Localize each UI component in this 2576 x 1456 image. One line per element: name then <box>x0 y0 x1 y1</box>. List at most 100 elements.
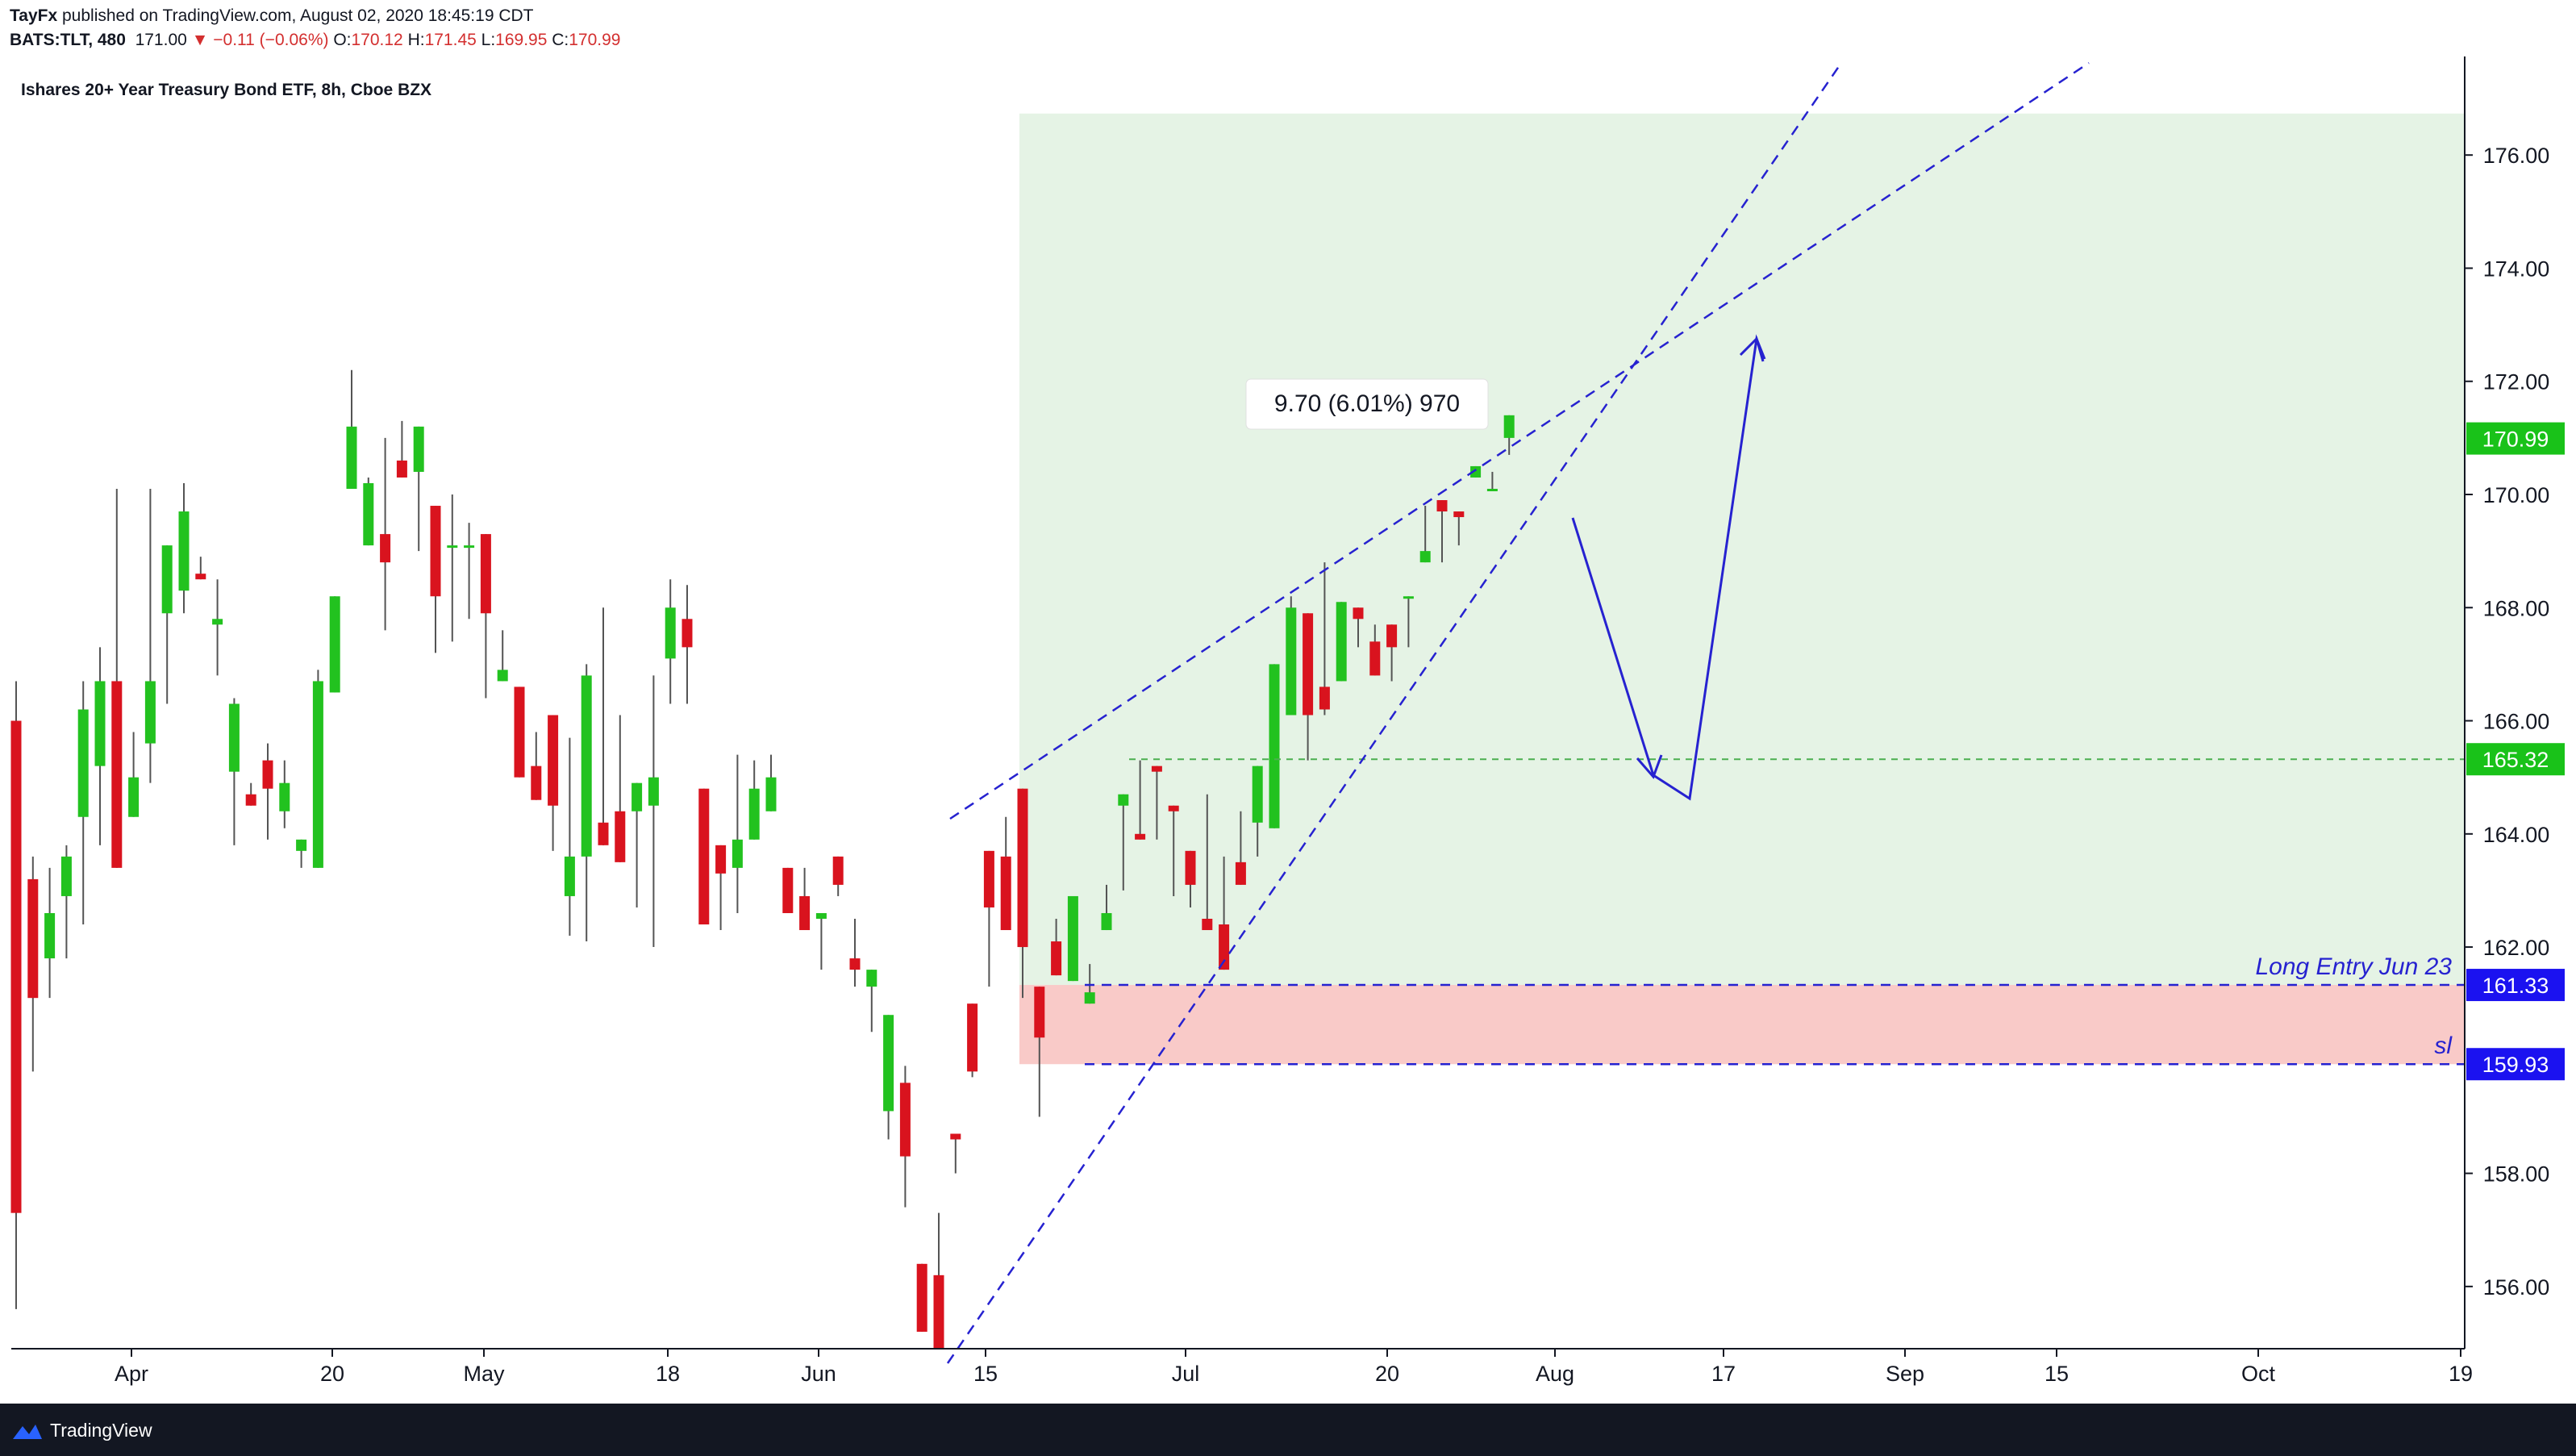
stop-loss-zone <box>1019 985 2465 1065</box>
candle <box>1269 664 1280 828</box>
candle <box>245 782 256 806</box>
candle <box>883 1015 894 1140</box>
price-axis <box>2465 56 2576 1404</box>
ohlc-low-value: 169.95 <box>495 31 548 49</box>
candle-body <box>950 1133 961 1140</box>
candle-body <box>1118 794 1129 806</box>
candle <box>933 1212 944 1349</box>
candle <box>1168 805 1179 896</box>
footer-brand[interactable]: TradingView <box>50 1420 152 1441</box>
upper-trendline <box>949 61 2090 820</box>
candle-body <box>1503 415 1515 438</box>
candle-body <box>1101 912 1112 931</box>
candle <box>1353 607 1364 648</box>
tradingview-logo-icon[interactable] <box>11 1420 44 1441</box>
publisher-name[interactable]: TayFx <box>10 6 58 25</box>
candle-body <box>262 760 273 789</box>
candle <box>329 596 340 693</box>
candle <box>732 754 743 913</box>
candle <box>161 545 173 704</box>
candle <box>1503 415 1515 455</box>
candle-body <box>161 545 173 614</box>
candle-body <box>1168 805 1179 811</box>
candle-body <box>799 895 811 931</box>
candle-body <box>531 766 542 800</box>
ohlc-close-value: 170.99 <box>569 31 621 49</box>
candle-body <box>178 511 190 591</box>
candle-body <box>983 850 994 907</box>
candle <box>1286 596 1297 715</box>
candle-body <box>514 686 525 778</box>
candle <box>1000 816 1011 931</box>
symbol-label[interactable]: BATS:TLT, 480 <box>10 31 126 49</box>
candle <box>1319 562 1330 715</box>
candle <box>598 607 609 845</box>
candle-body <box>933 1275 944 1349</box>
candle <box>296 839 307 868</box>
x-tick-label: Apr <box>115 1362 148 1386</box>
candle <box>514 686 525 778</box>
candle <box>1101 884 1112 931</box>
measure-box <box>1245 378 1489 430</box>
candle-body <box>1453 511 1465 518</box>
candle-body <box>1185 850 1196 885</box>
candle-body <box>832 856 844 885</box>
candle-body <box>10 720 22 1213</box>
candle-body <box>916 1263 927 1332</box>
symbol-info: BATS:TLT, 480 171.00 ▼ −0.11 (−0.06%) O:… <box>10 31 620 50</box>
candle <box>564 737 575 937</box>
price-label: 165.32 <box>2482 748 2549 772</box>
candle-body <box>1151 766 1162 772</box>
candle <box>1185 850 1196 907</box>
price-label: 159.93 <box>2482 1053 2549 1077</box>
candle-body <box>430 506 441 597</box>
candle-body <box>1353 607 1364 620</box>
candle <box>1202 794 1213 931</box>
candle <box>228 698 240 845</box>
candle <box>44 867 56 999</box>
candle-body <box>77 709 89 817</box>
candle-body <box>631 782 643 811</box>
candle-body <box>548 715 559 806</box>
candle-body <box>44 912 56 959</box>
candle-body <box>1202 918 1213 931</box>
candle <box>480 534 491 699</box>
candle-body <box>363 482 374 546</box>
candle <box>782 867 794 913</box>
candle <box>682 585 693 704</box>
last-price: 171.00 <box>135 31 187 49</box>
candle-body <box>1051 941 1062 976</box>
candle <box>950 1133 961 1174</box>
target-zone <box>1019 113 2465 986</box>
candle-body <box>1034 987 1045 1038</box>
candle-body <box>497 670 508 682</box>
candle <box>581 664 592 942</box>
candle-body <box>581 675 592 857</box>
arrow-head-down <box>1636 754 1663 779</box>
candle <box>1151 766 1162 840</box>
candle <box>1034 987 1045 1117</box>
y-tick-label: 176.00 <box>2483 144 2550 168</box>
candle-body <box>1486 488 1498 491</box>
candle <box>10 681 22 1309</box>
y-tick-label: 156.00 <box>2483 1275 2550 1300</box>
candle-body <box>849 958 861 970</box>
price-label: 161.33 <box>2482 974 2549 998</box>
candle-body <box>1319 686 1330 710</box>
measure-label: 9.70 (6.01%) 970 <box>1274 390 1460 417</box>
x-tick-label: 20 <box>320 1362 344 1386</box>
candle <box>1419 506 1431 563</box>
candle <box>548 715 559 851</box>
price-chart[interactable]: 9.70 (6.01%) 970 Long Entry Jun 23 sl Ishar… <box>0 56 2576 1404</box>
candle-body <box>564 856 575 896</box>
candle <box>464 523 475 620</box>
arrow-head-up <box>1739 336 1765 362</box>
lower-trendline <box>946 62 1843 1364</box>
candle <box>144 488 156 783</box>
candle <box>380 437 391 631</box>
ohlc-low-label: L: <box>481 31 496 49</box>
candle <box>715 845 727 931</box>
candle <box>27 856 39 1072</box>
candle-body <box>1219 924 1230 970</box>
measure-tooltip: 9.70 (6.01%) 970 <box>1245 378 1489 430</box>
